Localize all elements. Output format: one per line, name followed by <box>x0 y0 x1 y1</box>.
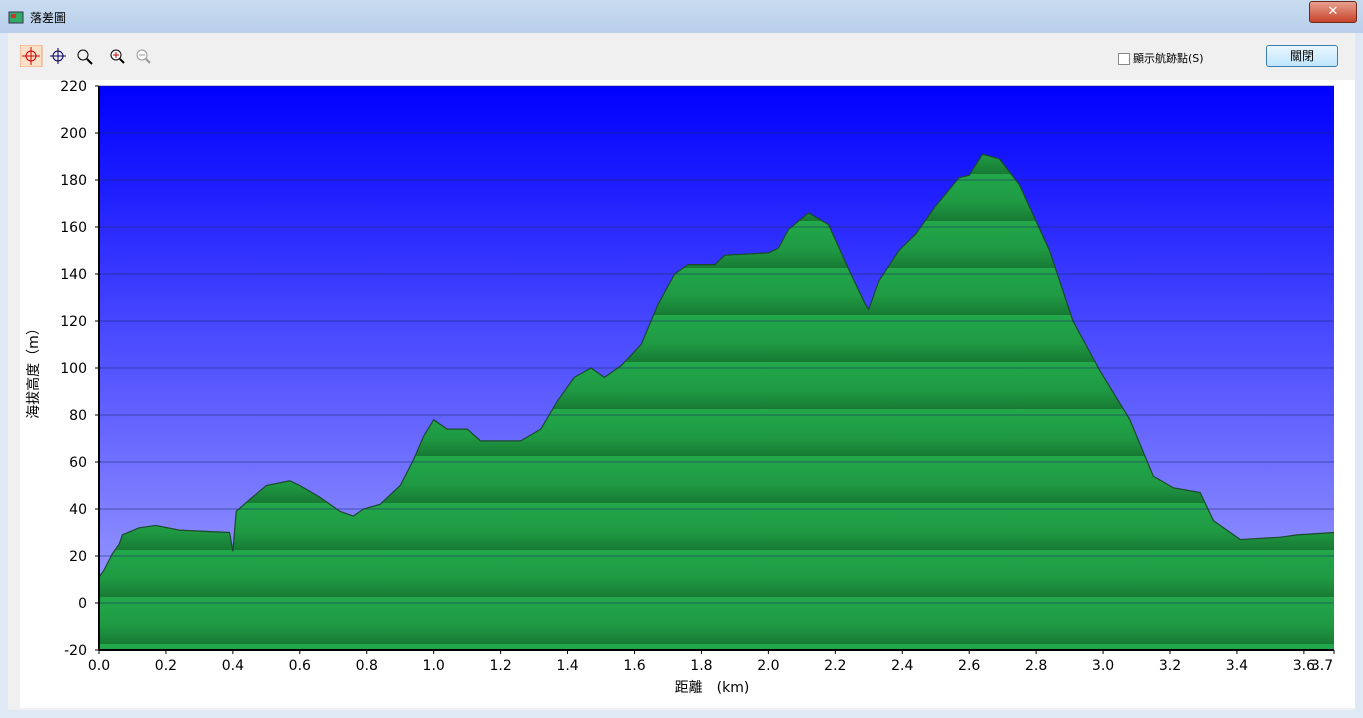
y-tick-label: 200 <box>60 126 87 142</box>
toolbar-icons <box>20 45 151 67</box>
x-tick-label: 1.4 <box>556 658 578 674</box>
tool-zoom-out[interactable] <box>136 49 151 64</box>
close-window-button[interactable]: ✕ <box>1309 1 1357 23</box>
x-tick-label: 3.6 <box>1293 658 1315 674</box>
x-tick-label: 3.7 <box>1311 658 1333 674</box>
x-tick-label: 0.2 <box>155 658 177 674</box>
close-button[interactable]: 關閉 <box>1266 45 1338 67</box>
tool-zoom-box[interactable] <box>77 49 93 65</box>
y-tick-label: 80 <box>69 408 87 424</box>
elevation-area-fill <box>99 154 1334 650</box>
x-tick-label: 2.6 <box>958 658 980 674</box>
x-tick-label: 2.4 <box>891 658 913 674</box>
tool-zoom-in[interactable] <box>110 49 125 64</box>
y-tick-label: 160 <box>60 220 87 236</box>
x-tick-label: 1.0 <box>423 658 445 674</box>
app-icon <box>8 11 24 24</box>
y-tick-label: 40 <box>69 502 87 518</box>
x-axis-label: 距離 (km) <box>675 679 750 696</box>
x-tick-label: 2.8 <box>1025 658 1047 674</box>
x-tick-label: 2.0 <box>757 658 779 674</box>
tool-pointer[interactable] <box>50 48 66 64</box>
y-tick-label: 60 <box>69 455 87 471</box>
x-tick-label: 3.2 <box>1159 658 1181 674</box>
x-tick-label: 1.6 <box>623 658 645 674</box>
x-tick-label: 2.2 <box>824 658 846 674</box>
elevation-area <box>98 153 1335 578</box>
x-tick-label: 0.0 <box>88 658 110 674</box>
x-tick-label: 0.4 <box>222 658 244 674</box>
x-tick-label: 3.4 <box>1226 658 1248 674</box>
y-tick-label: -20 <box>64 643 87 659</box>
checkbox-label: 顯示航跡點(S) <box>1133 52 1204 65</box>
x-tick-label: 1.8 <box>690 658 712 674</box>
y-tick-label: 120 <box>60 314 87 330</box>
y-tick-label: 180 <box>60 173 87 189</box>
x-tick-label: 0.8 <box>356 658 378 674</box>
x-tick-label: 3.0 <box>1092 658 1114 674</box>
y-tick-label: 20 <box>69 549 87 565</box>
chart: 海拔高度（m） 距離 (km) -20 0 20 40 60 80 100 120 140 160… <box>20 80 1355 708</box>
x-tick-label: 1.2 <box>489 658 511 674</box>
y-tick-label: 0 <box>78 596 87 612</box>
y-axis-label: 海拔高度（m） <box>25 321 42 419</box>
show-trackpoints-checkbox[interactable]: 顯示航跡點(S) <box>1118 50 1204 66</box>
x-tick-label: 0.6 <box>289 658 311 674</box>
y-tick-label: 100 <box>60 361 87 377</box>
title-bar: 落差圖 ✕ <box>0 0 1363 33</box>
y-tick-label: 140 <box>60 267 87 283</box>
y-tick-label: 220 <box>60 80 87 95</box>
window-title: 落差圖 <box>30 11 67 25</box>
